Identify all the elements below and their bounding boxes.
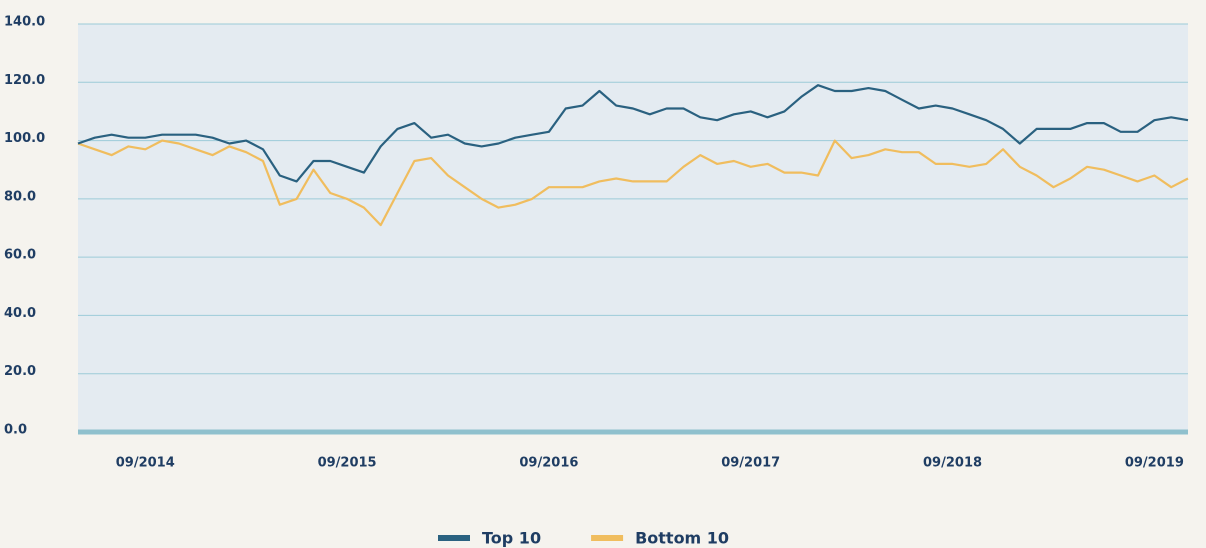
series-line <box>77 84 1189 183</box>
x-tick-label: 09/2014 <box>116 456 175 471</box>
legend-swatch <box>438 535 470 541</box>
legend-text: Top 10 <box>482 529 541 548</box>
y-tick-label: 140.0 <box>4 15 45 30</box>
y-tick-label: 80.0 <box>4 189 36 204</box>
x-tick-label: 09/2015 <box>318 456 377 471</box>
x-tick-label: 09/2017 <box>721 456 780 471</box>
y-tick-label: 60.0 <box>4 248 36 263</box>
legend-text: Bottom 10 <box>635 529 729 548</box>
plot-area <box>78 24 1188 432</box>
y-tick-label: 100.0 <box>4 131 45 146</box>
y-tick-label: 0.0 <box>4 423 27 438</box>
y-tick-label: 120.0 <box>4 73 45 88</box>
x-tick-label: 09/2018 <box>923 456 982 471</box>
series-line <box>77 139 1189 227</box>
x-tick-label: 09/2019 <box>1125 456 1184 471</box>
y-tick-label: 20.0 <box>4 364 36 379</box>
legend-swatch <box>591 535 624 541</box>
x-tick-label: 09/2016 <box>519 456 578 471</box>
y-tick-label: 40.0 <box>4 306 36 321</box>
